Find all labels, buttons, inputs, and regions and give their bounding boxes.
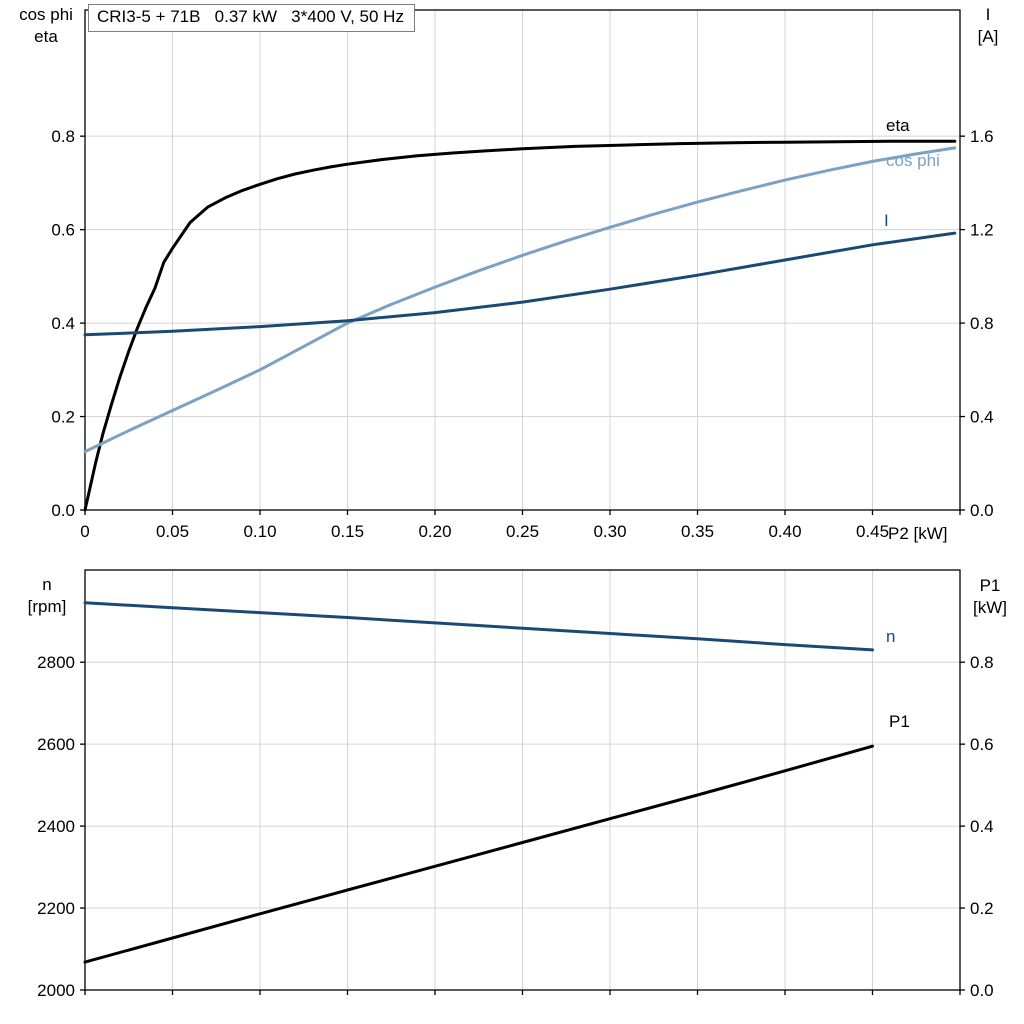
x-tick-label: 0 — [80, 522, 89, 541]
current-curve-label: I — [884, 211, 889, 230]
y-left-tick-label: 2600 — [37, 735, 75, 754]
y-right-tick-label: 0.8 — [970, 653, 994, 672]
y-left-axis-label: eta — [34, 27, 58, 46]
y-left-axis-label: [rpm] — [28, 597, 67, 616]
current-curve — [83, 231, 957, 337]
x-tick-label: 0.40 — [768, 522, 801, 541]
x-tick-label: 0.15 — [331, 522, 364, 541]
p1-curve — [83, 744, 874, 964]
x-tick-label: 0.45 — [856, 522, 889, 541]
cos-phi-curve — [83, 146, 957, 454]
x-tick-label: 0.25 — [506, 522, 539, 541]
y-right-axis-label: [A] — [978, 27, 999, 46]
y-left-axis-label: cos phi — [19, 5, 73, 24]
x-tick-label: 0.20 — [418, 522, 451, 541]
y-right-tick-label: 0.4 — [970, 408, 994, 427]
y-right-axis-label: P1 — [980, 576, 1001, 595]
y-right-tick-label: 0.8 — [970, 314, 994, 333]
y-right-tick-label: 0.6 — [970, 735, 994, 754]
y-right-tick-label: 0.2 — [970, 899, 994, 918]
y-left-tick-label: 2000 — [37, 981, 75, 1000]
cos-phi-curve-label: cos phi — [886, 151, 940, 170]
x-axis-label: P2 [kW] — [888, 524, 948, 543]
pump-title-box: CRI3-5 + 71B 0.37 kW 3*400 V, 50 Hz — [88, 4, 415, 32]
y-right-tick-label: 1.6 — [970, 127, 994, 146]
y-right-tick-label: 1.2 — [970, 221, 994, 240]
x-tick-label: 0.05 — [156, 522, 189, 541]
y-left-tick-label: 0.4 — [51, 314, 75, 333]
y-right-tick-label: 0.0 — [970, 501, 994, 520]
y-left-tick-label: 0.6 — [51, 221, 75, 240]
x-tick-label: 0.30 — [593, 522, 626, 541]
x-tick-label: 0.35 — [681, 522, 714, 541]
speed-curve-label: n — [886, 627, 895, 646]
y-left-tick-label: 2800 — [37, 653, 75, 672]
y-right-axis-label: I — [986, 5, 991, 24]
y-right-tick-label: 0.4 — [970, 817, 994, 836]
eta-curve — [83, 139, 957, 512]
p1-curve-label: P1 — [889, 712, 910, 731]
y-right-axis-label: [kW] — [973, 598, 1007, 617]
speed-curve — [83, 601, 874, 652]
y-left-tick-label: 2200 — [37, 899, 75, 918]
y-left-tick-label: 0.2 — [51, 408, 75, 427]
y-left-tick-label: 2400 — [37, 817, 75, 836]
eta-curve-label: eta — [886, 116, 910, 135]
x-tick-label: 0.10 — [243, 522, 276, 541]
y-right-tick-label: 0.0 — [970, 981, 994, 1000]
y-left-axis-label: n — [42, 575, 51, 594]
y-left-tick-label: 0.0 — [51, 501, 75, 520]
y-left-tick-label: 0.8 — [51, 127, 75, 146]
